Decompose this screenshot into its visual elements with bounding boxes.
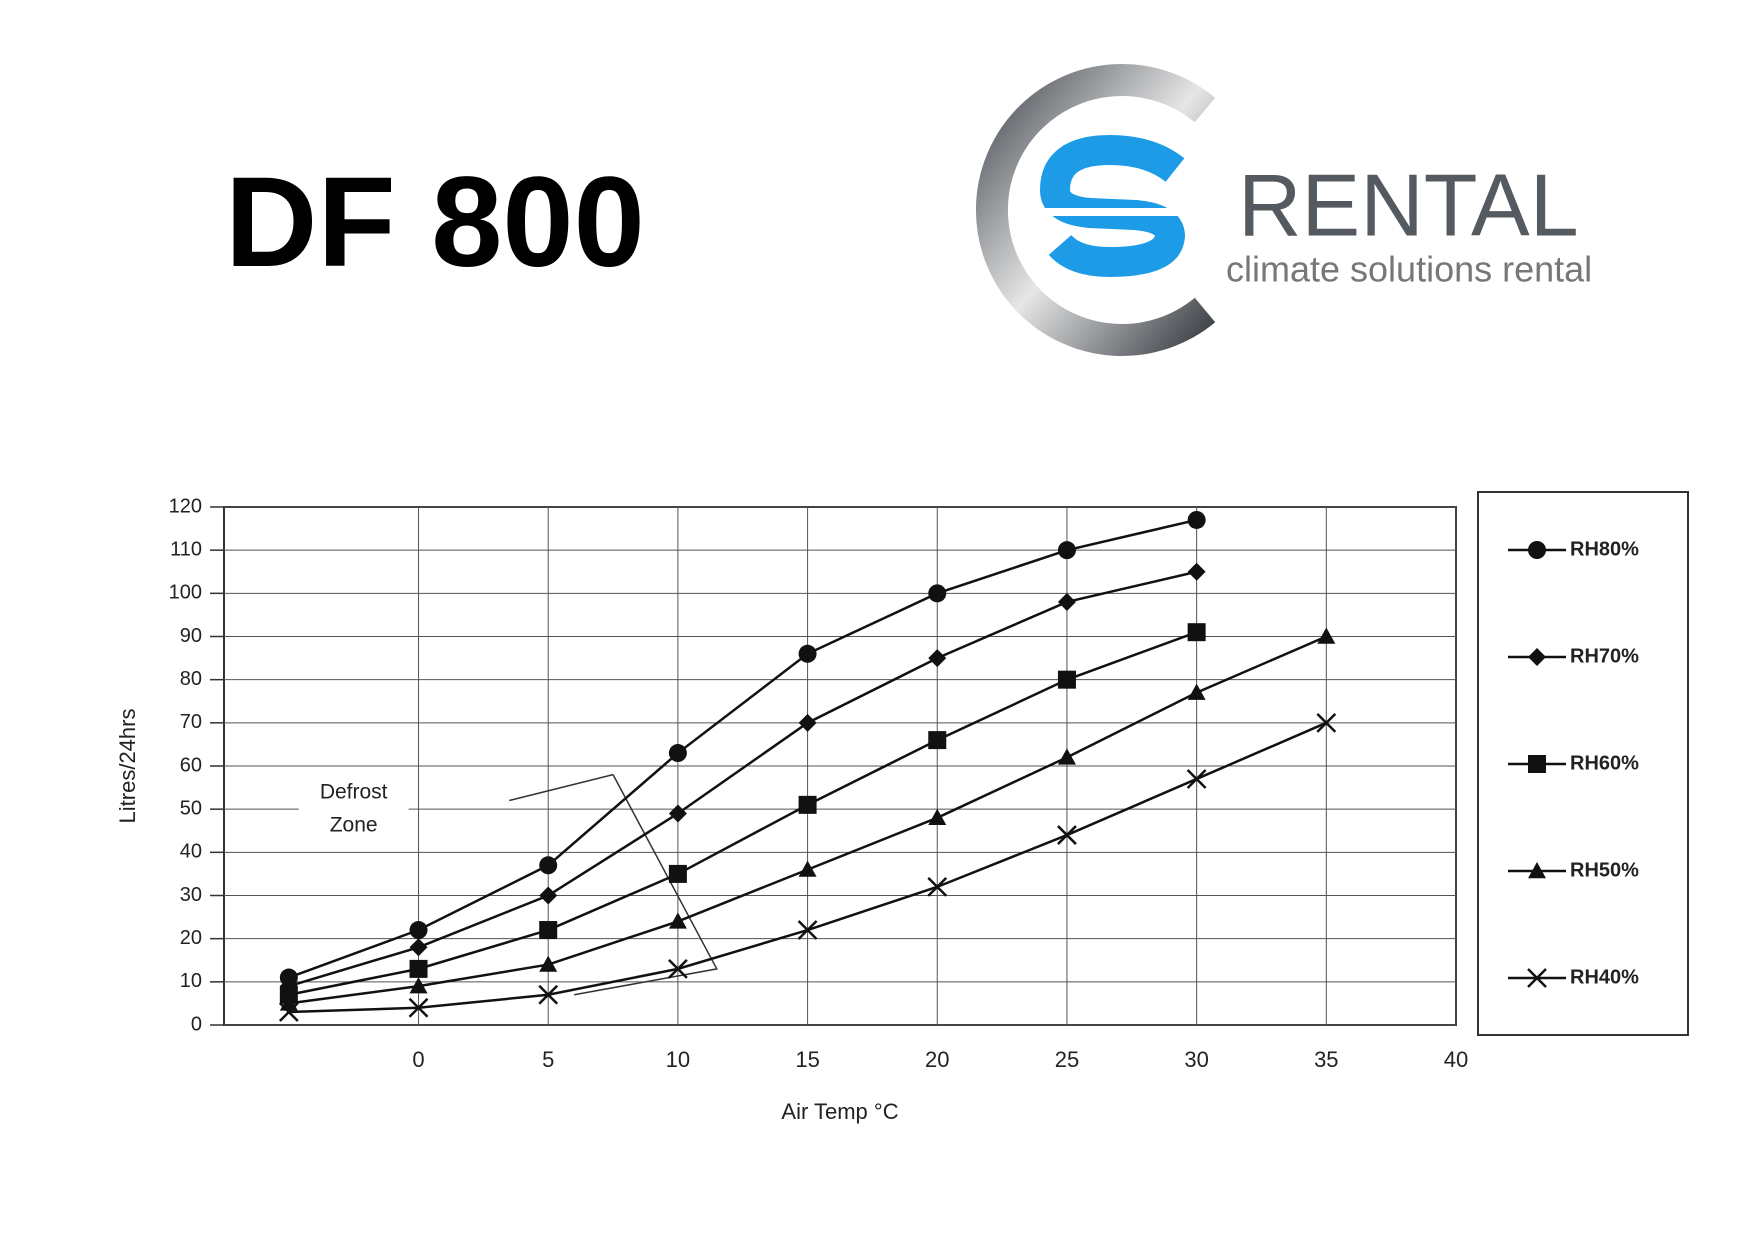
logo-name: RENTAL [1238, 155, 1579, 254]
annotation: Zone [330, 814, 378, 837]
marker [1316, 712, 1337, 733]
marker [539, 955, 558, 972]
marker [1057, 592, 1076, 611]
marker [409, 921, 428, 940]
logo: RENTAL climate solutions rental [975, 64, 1592, 356]
legend-marker [1528, 862, 1546, 879]
legend-label: RH50% [1570, 859, 1639, 881]
legend-label: RH40% [1570, 966, 1639, 988]
x-tick-label: 40 [1444, 1047, 1468, 1072]
x-tick-label: 0 [412, 1047, 424, 1072]
marker [668, 864, 687, 883]
y-tick-label: 110 [170, 538, 202, 560]
y-tick-label: 40 [180, 841, 202, 863]
x-tick-label: 20 [925, 1047, 949, 1072]
marker [798, 713, 817, 732]
annotation: Defrost [320, 781, 388, 804]
x-tick-label: 35 [1314, 1047, 1338, 1072]
legend-marker [1528, 648, 1546, 666]
y-tick-label: 70 [180, 711, 202, 733]
marker [928, 808, 947, 825]
annotation-bg [298, 774, 409, 847]
marker [1187, 510, 1206, 529]
y-tick-label: 30 [180, 884, 202, 906]
y-tick-label: 10 [180, 970, 202, 992]
marker [798, 860, 817, 877]
marker [408, 997, 429, 1018]
marker [409, 938, 428, 957]
marker [928, 649, 947, 668]
marker [668, 912, 687, 929]
legend-label: RH60% [1570, 752, 1639, 774]
marker [798, 795, 817, 814]
marker [928, 731, 947, 750]
marker [1187, 683, 1206, 700]
y-tick-label: 0 [191, 1013, 202, 1035]
chart: 0 10 20 30 40 50 60 70 80 90 100 110 120 0 5 10 15 20 25 30… [115, 491, 1689, 1124]
y-tick-label: 80 [180, 668, 202, 690]
y-tick-label: 120 [169, 495, 202, 517]
series-line [288, 631, 1198, 997]
series-line [288, 570, 1197, 988]
x-tick-label: 15 [795, 1047, 819, 1072]
marker [539, 921, 558, 940]
y-tick-label: 60 [180, 754, 202, 776]
marker [798, 644, 817, 663]
marker [927, 876, 948, 897]
logo-s [1039, 134, 1186, 278]
logo-tagline: climate solutions rental [1226, 249, 1592, 290]
y-axis-label: Litres/24hrs [115, 709, 140, 824]
marker [1187, 562, 1206, 581]
marker [1187, 623, 1206, 642]
marker [1057, 825, 1077, 845]
marker [1317, 627, 1336, 644]
y-tick-label: 100 [169, 582, 202, 604]
marker [1057, 748, 1076, 765]
logo-ring [975, 64, 1216, 356]
page-title: DF 800 [225, 151, 645, 294]
marker [928, 584, 947, 603]
x-axis-label: Air Temp °C [781, 1099, 898, 1124]
y-tick-label: 50 [180, 797, 202, 819]
legend-label: RH70% [1570, 645, 1639, 667]
marker [409, 959, 428, 978]
legend-label: RH80% [1570, 538, 1639, 560]
x-tick-label: 10 [666, 1047, 690, 1072]
marker [668, 744, 687, 763]
marker [1186, 769, 1207, 789]
y-tick-label: 20 [180, 927, 202, 949]
legend-marker [1528, 541, 1546, 559]
x-tick-label: 25 [1055, 1047, 1079, 1072]
marker [538, 984, 559, 1005]
marker [1057, 541, 1076, 560]
marker [668, 804, 687, 823]
marker [797, 920, 818, 940]
marker [668, 958, 688, 979]
legend-marker [1527, 968, 1547, 988]
marker [409, 977, 428, 994]
marker [278, 1002, 299, 1022]
x-tick-label: 30 [1184, 1047, 1208, 1072]
marker [539, 856, 558, 875]
series-line [288, 518, 1197, 979]
marker [539, 886, 558, 905]
annotation-arrow [509, 773, 718, 996]
y-tick-label: 90 [180, 625, 202, 647]
x-tick-label: 5 [542, 1047, 554, 1072]
legend-marker [1528, 755, 1546, 773]
marker [1057, 670, 1076, 689]
